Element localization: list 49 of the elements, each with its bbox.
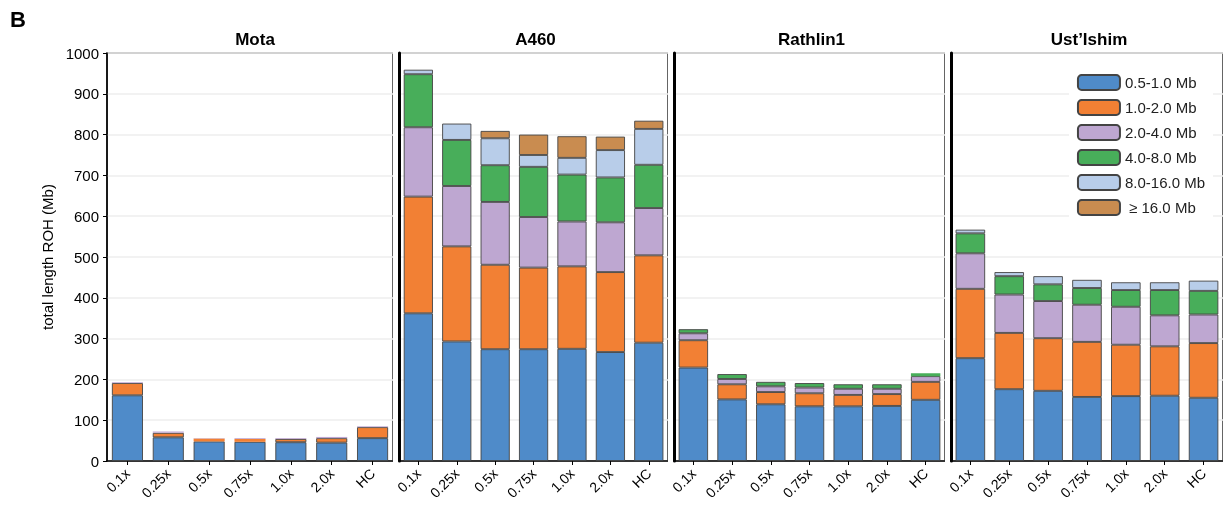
x-tick-label: 2.0x <box>307 465 338 496</box>
x-tick-label: 2.0x <box>586 465 617 496</box>
text: B <box>10 6 26 32</box>
y-tick-label: 400 <box>73 289 99 307</box>
x-tick-label: 1.0x <box>1101 465 1132 496</box>
y-tick-label: 600 <box>73 207 99 225</box>
bar <box>152 437 184 461</box>
bar <box>193 441 225 461</box>
x-tick-label: 0.5x <box>746 465 777 496</box>
legend-label: ≥ 16.0 Mb <box>1124 199 1196 216</box>
legend-label: 4.0-8.0 Mb <box>1124 149 1197 166</box>
y-axis-title: total length ROH (Mb) <box>38 184 56 330</box>
legend-label: 0.5-1.0 Mb <box>1124 74 1197 91</box>
bar <box>910 373 941 377</box>
y-tick-label: 200 <box>73 370 99 388</box>
bar <box>275 442 307 461</box>
x-tick-label: 1.0x <box>266 465 297 496</box>
x-tick-label: HC <box>628 465 655 491</box>
x-tick-label: 0.1x <box>946 465 977 496</box>
legend-label: 2.0-4.0 Mb <box>1124 124 1197 141</box>
legend-label: 8.0-16.0 Mb <box>1124 174 1205 191</box>
bar <box>234 441 266 461</box>
x-tick-label: 1.0x <box>547 465 578 496</box>
x-tick-label: 0.1x <box>393 465 424 496</box>
y-tick-label: 300 <box>73 330 99 348</box>
x-tick-label: 0.1x <box>103 465 134 496</box>
y-tick-label: 500 <box>73 248 99 266</box>
y-tick-label: 100 <box>73 411 99 429</box>
x-tick-label: HC <box>352 465 379 491</box>
x-tick-label: 2.0x <box>862 465 893 496</box>
x-tick-label: HC <box>1183 465 1210 491</box>
legend-label: 1.0-2.0 Mb <box>1124 99 1197 116</box>
y-tick-label: 800 <box>73 126 99 144</box>
x-tick-label: 0.5x <box>470 465 501 496</box>
x-tick-label: 0.5x <box>184 465 215 496</box>
bar <box>316 442 348 461</box>
y-tick-label: 900 <box>73 85 99 103</box>
y-tick-label: 1000 <box>65 44 99 62</box>
chart-title: A460 <box>515 30 556 49</box>
y-tick-label: 0 <box>90 452 99 470</box>
x-tick-label: 0.5x <box>1023 465 1054 496</box>
x-tick-label: 2.0x <box>1140 465 1171 496</box>
y-tick-label: 700 <box>73 166 99 184</box>
chart-title: Mota <box>235 30 276 49</box>
x-tick-label: 0.1x <box>669 465 700 496</box>
chart-title: Ust’Ishim <box>1050 30 1128 49</box>
x-tick-label: HC <box>905 465 932 491</box>
chart-title: Rathlin1 <box>777 30 846 49</box>
x-tick-label: 1.0x <box>823 465 854 496</box>
